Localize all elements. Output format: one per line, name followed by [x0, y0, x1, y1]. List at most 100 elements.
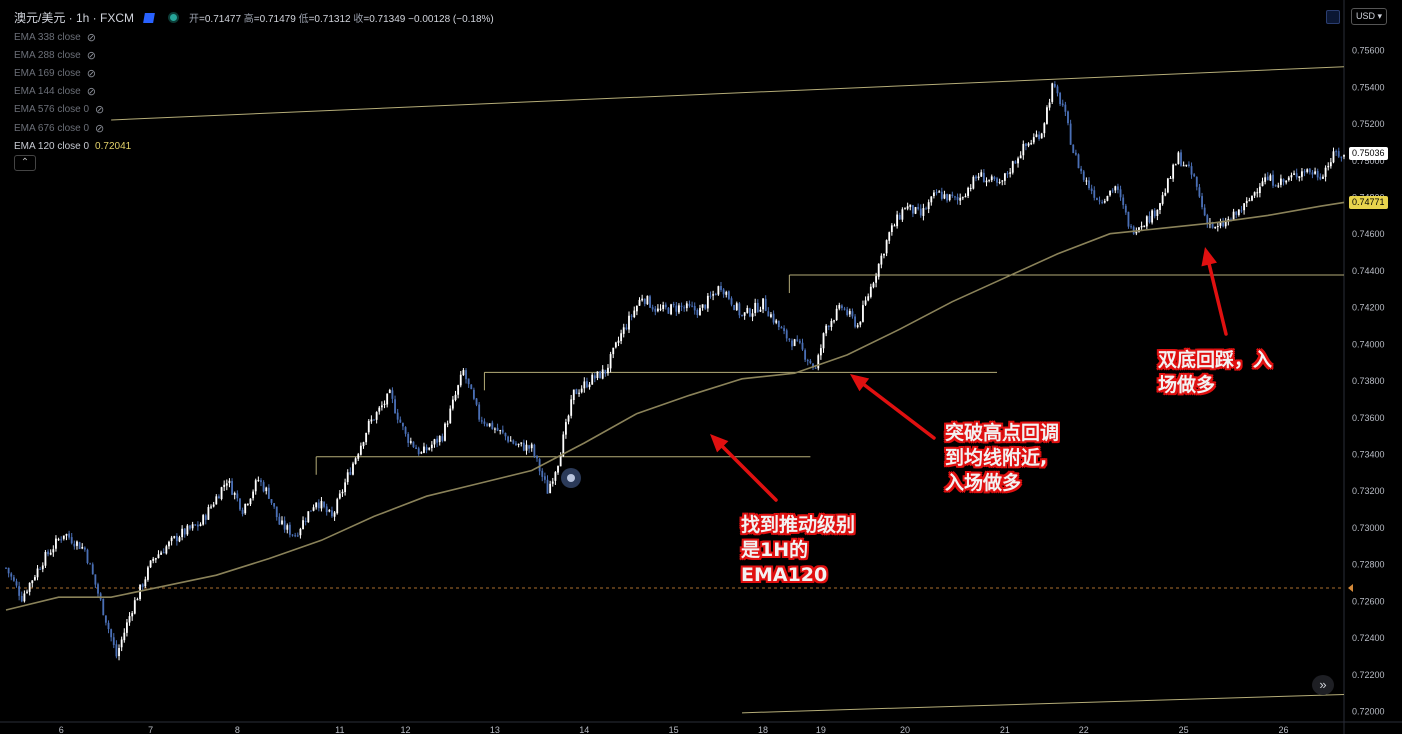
candle-body — [55, 538, 57, 549]
candle-body — [1329, 162, 1332, 167]
candle-body — [115, 644, 118, 657]
candle-body — [843, 308, 846, 310]
candle-body — [980, 172, 983, 177]
candle-body — [1222, 222, 1225, 227]
candle-body — [152, 558, 155, 561]
candle-body — [18, 586, 21, 596]
candle-body — [825, 325, 828, 334]
legend-item[interactable]: EMA 676 close 0 ⊘ — [14, 122, 105, 135]
candle-body — [607, 367, 609, 374]
candle-body — [812, 363, 814, 368]
eye-hidden-icon[interactable]: ⊘ — [95, 104, 105, 117]
candle-body — [1264, 177, 1267, 182]
candle-body — [1306, 169, 1309, 172]
candle-body — [446, 423, 449, 425]
candle-body — [341, 491, 344, 494]
candle-body — [41, 565, 44, 570]
candle-body — [801, 342, 804, 350]
eye-hidden-icon[interactable]: ⊘ — [86, 86, 96, 99]
candle-body — [701, 304, 704, 308]
candle-body — [454, 394, 457, 401]
candle-body — [914, 207, 917, 214]
candle-body — [922, 208, 925, 216]
candle-body — [754, 302, 757, 313]
candle-body — [804, 350, 807, 360]
candle-body — [722, 289, 725, 295]
candle-body — [1127, 211, 1130, 227]
legend-item[interactable]: EMA 288 close ⊘ — [14, 49, 96, 62]
candle-body — [625, 327, 628, 330]
candle-body — [73, 543, 76, 547]
collapse-legend-button[interactable]: ⌃ — [14, 155, 36, 171]
candle-body — [1043, 123, 1046, 134]
candle-body — [491, 422, 494, 429]
candle-body — [1106, 195, 1109, 201]
x-tick-label: 11 — [335, 725, 344, 734]
candle-body — [746, 307, 749, 313]
candle-body — [1074, 152, 1077, 155]
candle-body — [223, 484, 226, 487]
candle-body — [1290, 175, 1293, 178]
candle-body — [1027, 143, 1030, 146]
legend-item[interactable]: EMA 338 close ⊘ — [14, 31, 96, 44]
candle-body — [31, 580, 34, 584]
candle-body — [312, 507, 315, 511]
x-tick-label: 20 — [900, 725, 910, 734]
symbol-label[interactable]: 澳元/美元 · 1h · FXCM — [14, 11, 135, 25]
candle-body — [1311, 172, 1314, 175]
x-tick-label: 13 — [490, 725, 500, 734]
candle-body — [885, 240, 888, 254]
legend-item-ema120[interactable]: EMA 120 close 0 0.72041 — [14, 140, 132, 152]
candle-body — [533, 444, 536, 456]
candle-body — [231, 481, 233, 495]
y-tick-label: 0.74400 — [1352, 266, 1385, 276]
candle-body — [388, 390, 391, 393]
candle-body — [354, 458, 357, 464]
candle-body — [112, 637, 115, 645]
candle-body — [1164, 192, 1167, 196]
eye-hidden-icon[interactable]: ⊘ — [86, 67, 96, 80]
candle-body — [181, 528, 184, 538]
candle-body — [457, 385, 460, 395]
candle-body — [791, 340, 793, 347]
candle-body — [328, 510, 331, 512]
eye-hidden-icon[interactable]: ⊘ — [86, 31, 96, 44]
candle-body — [696, 309, 699, 315]
candle-body — [1282, 179, 1285, 182]
candle-body — [1274, 185, 1277, 187]
eye-hidden-icon[interactable]: ⊘ — [95, 122, 105, 135]
candle-body — [572, 389, 575, 401]
eye-hidden-icon[interactable]: ⊘ — [86, 49, 96, 62]
legend-item[interactable]: EMA 144 close ⊘ — [14, 86, 96, 99]
candle-body — [741, 315, 743, 317]
scroll-to-latest-button[interactable]: » — [1312, 675, 1334, 695]
candle-body — [273, 503, 276, 507]
candle-body — [933, 192, 935, 197]
candle-body — [1240, 210, 1243, 212]
candle-body — [196, 524, 199, 527]
candle-body — [207, 507, 210, 520]
legend-item[interactable]: EMA 576 close 0 ⊘ — [14, 104, 105, 117]
candle-body — [323, 501, 325, 507]
ema120-value: 0.72041 — [95, 140, 132, 152]
legend-item[interactable]: EMA 169 close ⊘ — [14, 67, 96, 80]
candle-body — [1040, 133, 1043, 139]
candle-body — [291, 534, 294, 536]
candle-body — [917, 207, 920, 209]
currency-button[interactable]: USD ▾ — [1351, 8, 1387, 25]
candle-body — [428, 447, 431, 450]
candle-body — [875, 276, 878, 283]
candle-body — [149, 560, 152, 568]
candle-body — [157, 554, 160, 559]
candle-body — [76, 541, 78, 546]
candle-body — [628, 315, 630, 330]
candle-body — [60, 539, 63, 541]
candle-body — [391, 390, 394, 399]
screenshot-square-icon[interactable] — [1326, 10, 1340, 24]
candle-body — [183, 528, 186, 535]
candle-body — [649, 296, 651, 308]
candle-body — [1256, 192, 1259, 194]
candle-body — [430, 444, 433, 449]
candle-body — [709, 295, 712, 297]
